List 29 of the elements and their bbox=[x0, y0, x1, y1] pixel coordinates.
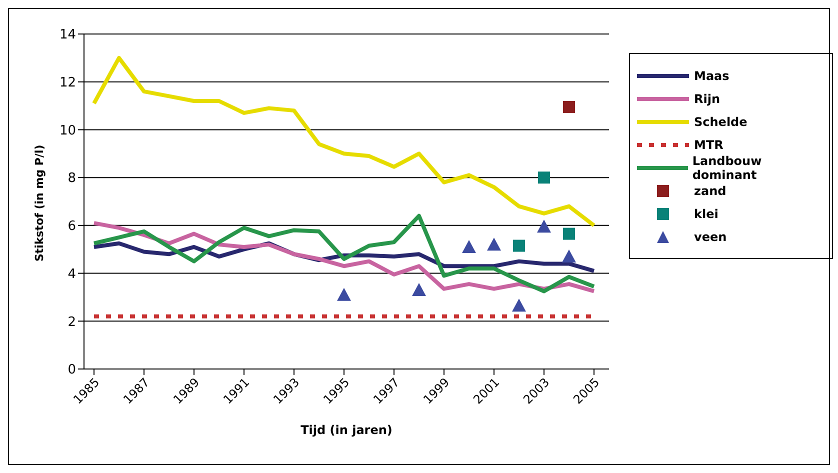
point bbox=[538, 172, 550, 184]
legend-label: MTR bbox=[694, 138, 724, 152]
legend-label: Maas bbox=[694, 68, 730, 82]
legend-label: klei bbox=[694, 206, 718, 220]
y-tick-label: 6 bbox=[68, 219, 76, 234]
point bbox=[512, 298, 526, 312]
point bbox=[412, 283, 426, 296]
x-axis-title: Tijd (in jaren) bbox=[300, 423, 392, 437]
y-axis-title: Stikstof (in mg P/l) bbox=[32, 144, 46, 262]
point bbox=[337, 288, 351, 301]
y-tick-label: 2 bbox=[68, 314, 76, 330]
y-tick-label: 4 bbox=[68, 266, 76, 282]
y-tick-label: 14 bbox=[59, 28, 76, 43]
y-tick-label: 0 bbox=[68, 362, 76, 378]
point bbox=[513, 240, 525, 252]
y-tick-label: 10 bbox=[59, 123, 76, 138]
legend-label: veen bbox=[694, 230, 727, 244]
legend-label: zand bbox=[694, 184, 726, 198]
point bbox=[462, 240, 476, 253]
point bbox=[563, 228, 575, 240]
point bbox=[562, 250, 576, 263]
legend-label: Rijn bbox=[694, 92, 720, 106]
legend-label: Schelde bbox=[694, 114, 748, 128]
point bbox=[563, 100, 575, 113]
point bbox=[487, 238, 501, 251]
point bbox=[537, 220, 551, 233]
y-tick-label: 8 bbox=[68, 171, 76, 186]
y-tick-label: 12 bbox=[59, 75, 76, 90]
line-series bbox=[92, 56, 596, 228]
